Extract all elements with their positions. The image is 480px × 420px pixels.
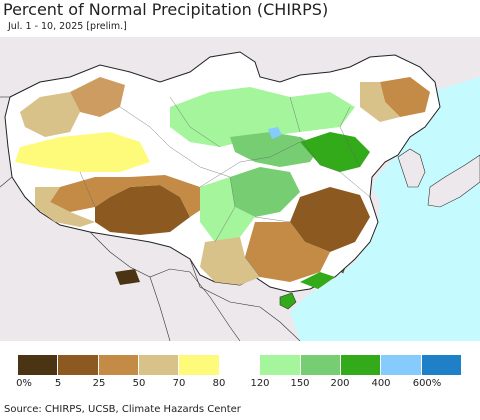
southwest-pale <box>200 237 260 285</box>
map-subtitle: Jul. 1 - 10, 2025 [prelim.] <box>8 21 127 32</box>
legend-label: 5 <box>54 378 62 389</box>
northeast-tan <box>380 77 430 117</box>
legend-swatch <box>18 355 59 375</box>
xinjiang-dry <box>70 77 125 117</box>
legend-labels: 0% 5 25 50 70 80 120 150 200 400 600% <box>0 378 480 392</box>
xinjiang-yellow <box>15 132 150 172</box>
legend-swatch <box>219 355 261 375</box>
southeast-dry <box>290 187 370 252</box>
legend-label: 200 <box>330 378 350 389</box>
southeast-tan <box>245 222 330 282</box>
legend-swatch <box>179 355 220 375</box>
legend-swatch <box>340 355 382 375</box>
burma-dry <box>115 269 140 285</box>
legend-label: 0% <box>16 378 32 389</box>
legend-label: 150 <box>290 378 310 389</box>
north-green <box>170 87 355 147</box>
south-coast-green <box>300 272 335 289</box>
legend-swatch <box>300 355 341 375</box>
country-borders <box>0 96 301 341</box>
legend-label: 400 <box>371 378 391 389</box>
north-china-green <box>300 132 370 172</box>
legend-bar <box>18 355 462 375</box>
legend-swatch <box>381 355 422 375</box>
central-lightgreen <box>200 177 255 242</box>
ocean <box>290 77 480 341</box>
legend-swatch <box>58 355 99 375</box>
ocean-west <box>300 312 360 341</box>
korea <box>397 148 426 188</box>
precipitation-map <box>0 37 480 341</box>
map-title: Percent of Normal Precipitation (CHIRPS) <box>3 0 329 19</box>
xinjiang-tan <box>20 92 80 137</box>
legend-swatch <box>98 355 140 375</box>
tibet-tan <box>50 175 205 217</box>
legend-label: 70 <box>172 378 186 389</box>
legend-swatch <box>421 355 462 375</box>
legend-swatch <box>139 355 180 375</box>
legend-label: 80 <box>212 378 226 389</box>
northeast-pale <box>360 82 400 122</box>
tibet-dry <box>95 185 190 235</box>
tibet-pale <box>35 187 95 227</box>
north-green-dark <box>230 132 320 167</box>
legend-label: 600% <box>412 378 442 389</box>
province-boundaries <box>79 96 371 278</box>
blue-spot <box>268 127 282 139</box>
legend-label: 120 <box>250 378 270 389</box>
legend-label: 25 <box>92 378 106 389</box>
japan <box>427 154 480 208</box>
hainan <box>279 292 297 310</box>
legend-swatch <box>260 355 301 375</box>
legend-label: 50 <box>132 378 146 389</box>
source-credit: Source: CHIRPS, UCSB, Climate Hazards Ce… <box>4 404 241 415</box>
central-green <box>230 167 300 217</box>
